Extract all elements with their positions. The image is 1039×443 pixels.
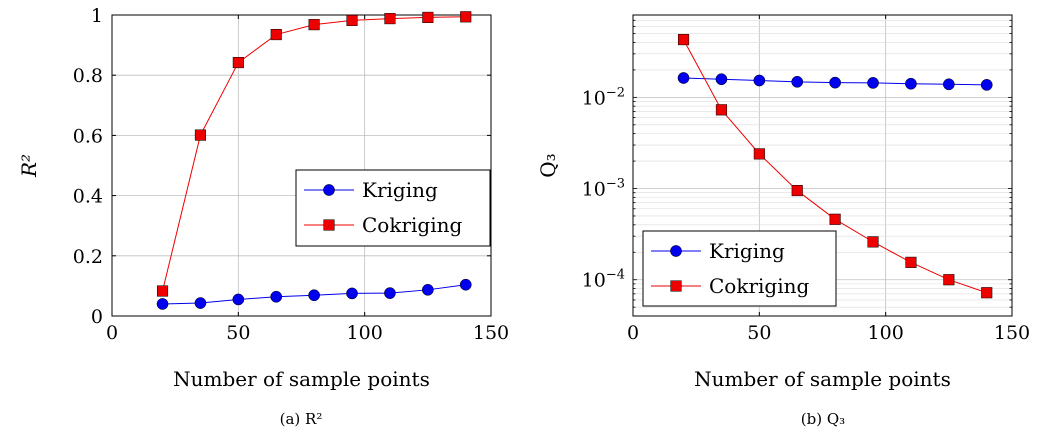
series-kriging <box>156 278 472 310</box>
data-point <box>232 293 245 306</box>
series-kriging <box>677 72 993 91</box>
x-tick-label: 100 <box>347 322 383 344</box>
x-tick-label: 0 <box>627 322 639 344</box>
series-line <box>162 16 466 292</box>
legend-box <box>642 230 837 307</box>
data-point <box>460 11 472 23</box>
y-tick-label-exponent: −4 <box>606 268 625 283</box>
legend-label: Kriging <box>709 239 785 263</box>
legend-box <box>295 169 491 247</box>
data-point <box>753 74 766 87</box>
data-point <box>791 75 804 88</box>
legend-marker <box>670 280 682 292</box>
y-tick-label: 1 <box>91 5 103 27</box>
y-tick-label: 0 <box>91 306 103 328</box>
y-tick-label: 0.8 <box>73 65 103 87</box>
data-point <box>715 104 727 116</box>
data-point <box>980 79 993 91</box>
figure-caption: (a) R² <box>280 410 323 428</box>
figure-caption: (b) Q₃ <box>801 410 845 428</box>
data-point <box>677 72 690 84</box>
data-point <box>942 78 955 91</box>
y-tick-label: 0.2 <box>73 246 103 268</box>
data-point <box>867 236 879 248</box>
grid-lines <box>111 14 492 317</box>
x-axis-title: Number of sample points <box>694 367 951 391</box>
y-tick-label-exponent: −2 <box>606 85 625 100</box>
x-tick-label: 50 <box>747 322 771 344</box>
data-point <box>829 213 841 225</box>
legend: Kriging Cokriging <box>642 230 837 307</box>
series-cokriging <box>677 34 993 299</box>
y-tick-label: 10−4 <box>582 268 625 292</box>
data-point <box>270 290 283 303</box>
legend-marker <box>670 245 682 257</box>
legend-label: Kriging <box>362 178 438 202</box>
data-point <box>346 287 358 300</box>
data-point <box>421 283 434 296</box>
y-tick-label: 0.6 <box>73 125 103 147</box>
data-point <box>156 285 169 297</box>
data-point <box>270 29 282 41</box>
chart-1: 0 50 100 150 0 0.2 0.4 0.6 0.8 1 Number of sample … <box>17 5 509 428</box>
data-point <box>905 256 917 268</box>
data-point <box>829 76 841 89</box>
series-cokriging <box>156 11 472 297</box>
data-point <box>232 57 244 69</box>
data-point <box>346 14 358 26</box>
x-tick-label: 150 <box>473 322 509 344</box>
y-axis-title: R² <box>17 154 41 178</box>
y-tick-label: 10−3 <box>582 177 625 201</box>
data-point <box>791 185 803 197</box>
y-tick-label-exponent: −3 <box>606 177 625 192</box>
y-tick-label-base: 10 <box>582 87 606 109</box>
data-point <box>156 298 169 310</box>
legend-marker <box>323 184 335 196</box>
data-point <box>981 287 993 299</box>
legend-label: Cokriging <box>362 213 463 237</box>
data-point <box>753 148 765 160</box>
plot-frame <box>111 14 492 317</box>
x-axis-title: Number of sample points <box>173 367 430 391</box>
data-point <box>384 287 396 299</box>
tick-marks <box>632 14 1013 317</box>
x-tick-label: 0 <box>106 322 118 344</box>
y-tick-label: 0.4 <box>73 186 103 208</box>
legend-label: Cokriging <box>709 274 810 298</box>
data-point <box>715 73 728 86</box>
data-point <box>905 77 917 90</box>
data-point <box>459 278 472 291</box>
plot-frame <box>632 14 1013 317</box>
x-tick-label: 50 <box>226 322 250 344</box>
x-tick-label: 150 <box>994 322 1030 344</box>
data-point <box>422 11 434 23</box>
y-axis-title: Q₃ <box>536 153 560 177</box>
data-point <box>384 13 396 25</box>
data-point <box>308 289 320 302</box>
data-point <box>308 19 320 31</box>
data-point <box>943 274 955 286</box>
legend-marker <box>323 219 335 231</box>
y-tick-label: 10−2 <box>582 85 625 109</box>
tick-marks <box>111 14 492 317</box>
data-point <box>194 297 207 309</box>
data-point <box>677 34 690 46</box>
data-point <box>867 77 879 89</box>
y-tick-label-base: 10 <box>582 270 606 292</box>
y-tick-label-base: 10 <box>582 179 606 201</box>
legend: Kriging Cokriging <box>295 169 491 247</box>
x-tick-label: 100 <box>868 322 904 344</box>
data-point <box>194 129 206 141</box>
